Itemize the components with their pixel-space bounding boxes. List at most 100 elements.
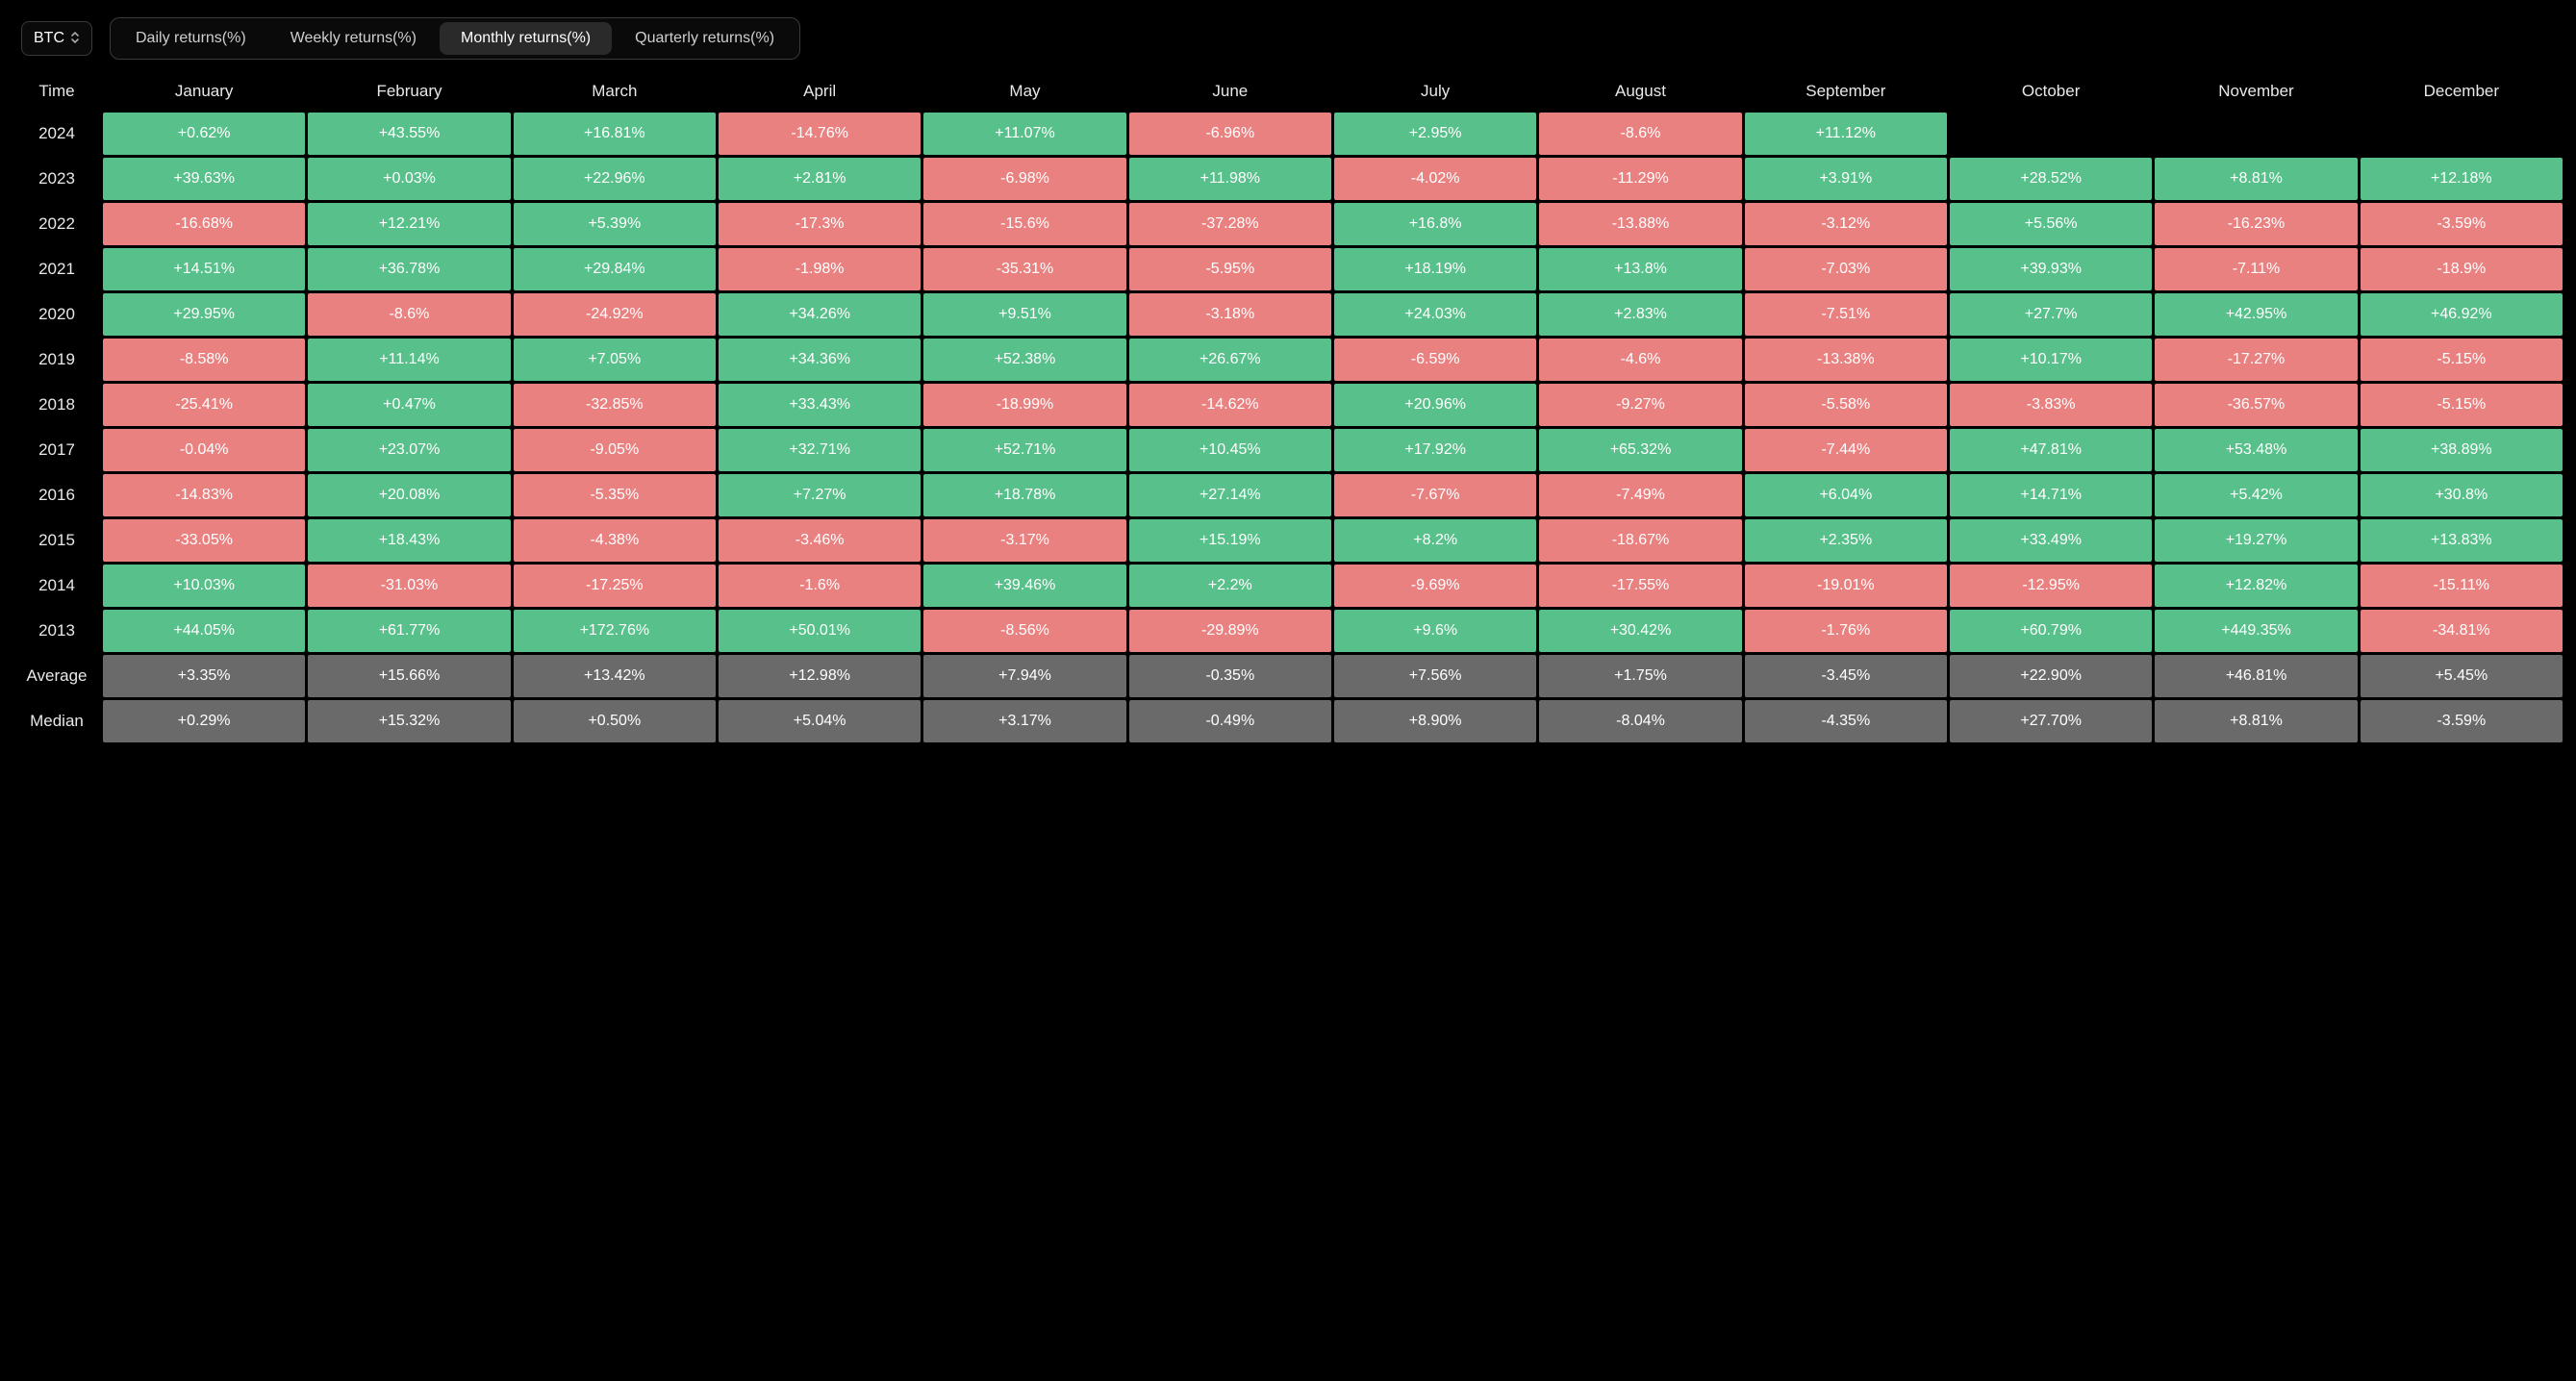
cell-2017-august: +65.32% (1539, 429, 1741, 471)
cell-average-february: +15.66% (308, 655, 510, 697)
cell-2017-july: +17.92% (1334, 429, 1536, 471)
cell-2013-november: +449.35% (2155, 610, 2357, 652)
cell-2015-september: +2.35% (1745, 519, 1947, 562)
cell-2020-november: +42.95% (2155, 293, 2357, 336)
cell-2014-august: -17.55% (1539, 565, 1741, 607)
cell-2021-may: -35.31% (923, 248, 1125, 290)
cell-2020-may: +9.51% (923, 293, 1125, 336)
cell-2022-january: -16.68% (103, 203, 305, 245)
cell-2018-january: -25.41% (103, 384, 305, 426)
cell-2016-february: +20.08% (308, 474, 510, 516)
cell-2015-march: -4.38% (514, 519, 716, 562)
cell-2024-february: +43.55% (308, 113, 510, 155)
cell-2020-august: +2.83% (1539, 293, 1741, 336)
cell-2019-may: +52.38% (923, 339, 1125, 381)
cell-2020-january: +29.95% (103, 293, 305, 336)
cell-median-may: +3.17% (923, 700, 1125, 742)
tab-daily-returns[interactable]: Daily returns(%) (114, 22, 267, 55)
cell-2023-january: +39.63% (103, 158, 305, 200)
cell-2015-august: -18.67% (1539, 519, 1741, 562)
cell-2015-january: -33.05% (103, 519, 305, 562)
cell-2014-april: -1.6% (719, 565, 921, 607)
chevron-updown-icon (70, 31, 80, 47)
cell-2017-february: +23.07% (308, 429, 510, 471)
cell-2014-october: -12.95% (1950, 565, 2152, 607)
row-label-2020: 2020 (13, 293, 100, 336)
cell-2021-october: +39.93% (1950, 248, 2152, 290)
row-label-median: Median (13, 700, 100, 742)
row-label-2015: 2015 (13, 519, 100, 562)
cell-average-december: +5.45% (2361, 655, 2563, 697)
cell-average-october: +22.90% (1950, 655, 2152, 697)
cell-2016-august: -7.49% (1539, 474, 1741, 516)
cell-2016-june: +27.14% (1129, 474, 1331, 516)
cell-2024-august: -8.6% (1539, 113, 1741, 155)
cell-2024-december (2361, 113, 2563, 155)
cell-2018-april: +33.43% (719, 384, 921, 426)
cell-2016-september: +6.04% (1745, 474, 1947, 516)
tab-weekly-returns[interactable]: Weekly returns(%) (269, 22, 438, 55)
cell-2021-january: +14.51% (103, 248, 305, 290)
cell-2021-december: -18.9% (2361, 248, 2563, 290)
cell-2021-november: -7.11% (2155, 248, 2357, 290)
cell-2016-april: +7.27% (719, 474, 921, 516)
cell-2019-june: +26.67% (1129, 339, 1331, 381)
cell-2023-november: +8.81% (2155, 158, 2357, 200)
cell-median-september: -4.35% (1745, 700, 1947, 742)
row-label-2017: 2017 (13, 429, 100, 471)
cell-2013-september: -1.76% (1745, 610, 1947, 652)
cell-median-february: +15.32% (308, 700, 510, 742)
returns-frequency-tabs: Daily returns(%)Weekly returns(%)Monthly… (110, 17, 800, 60)
cell-2016-october: +14.71% (1950, 474, 2152, 516)
cell-median-july: +8.90% (1334, 700, 1536, 742)
cell-average-september: -3.45% (1745, 655, 1947, 697)
cell-2017-may: +52.71% (923, 429, 1125, 471)
cell-2023-december: +12.18% (2361, 158, 2563, 200)
tab-monthly-returns[interactable]: Monthly returns(%) (440, 22, 612, 55)
cell-median-november: +8.81% (2155, 700, 2357, 742)
cell-2019-august: -4.6% (1539, 339, 1741, 381)
cell-2021-july: +18.19% (1334, 248, 1536, 290)
cell-2024-may: +11.07% (923, 113, 1125, 155)
cell-2017-april: +32.71% (719, 429, 921, 471)
cell-2014-january: +10.03% (103, 565, 305, 607)
cell-2023-october: +28.52% (1950, 158, 2152, 200)
cell-2016-december: +30.8% (2361, 474, 2563, 516)
cell-2018-november: -36.57% (2155, 384, 2357, 426)
asset-select[interactable]: BTC (21, 21, 92, 56)
cell-2022-august: -13.88% (1539, 203, 1741, 245)
cell-2015-october: +33.49% (1950, 519, 2152, 562)
cell-2018-october: -3.83% (1950, 384, 2152, 426)
cell-2024-june: -6.96% (1129, 113, 1331, 155)
top-bar: BTC Daily returns(%)Weekly returns(%)Mon… (13, 17, 2563, 60)
cell-2014-december: -15.11% (2361, 565, 2563, 607)
cell-2016-march: -5.35% (514, 474, 716, 516)
row-label-2023: 2023 (13, 158, 100, 200)
cell-2017-september: -7.44% (1745, 429, 1947, 471)
cell-2017-january: -0.04% (103, 429, 305, 471)
cell-2018-july: +20.96% (1334, 384, 1536, 426)
cell-2021-february: +36.78% (308, 248, 510, 290)
cell-2024-april: -14.76% (719, 113, 921, 155)
cell-2013-december: -34.81% (2361, 610, 2563, 652)
cell-2023-july: -4.02% (1334, 158, 1536, 200)
cell-average-may: +7.94% (923, 655, 1125, 697)
cell-2021-august: +13.8% (1539, 248, 1741, 290)
cell-2023-march: +22.96% (514, 158, 716, 200)
row-label-2021: 2021 (13, 248, 100, 290)
cell-2013-may: -8.56% (923, 610, 1125, 652)
cell-median-april: +5.04% (719, 700, 921, 742)
column-header-december: December (2361, 73, 2563, 110)
cell-2013-january: +44.05% (103, 610, 305, 652)
cell-2018-february: +0.47% (308, 384, 510, 426)
cell-2014-march: -17.25% (514, 565, 716, 607)
cell-2020-july: +24.03% (1334, 293, 1536, 336)
cell-2013-april: +50.01% (719, 610, 921, 652)
tab-quarterly-returns[interactable]: Quarterly returns(%) (614, 22, 796, 55)
cell-2015-november: +19.27% (2155, 519, 2357, 562)
cell-2013-july: +9.6% (1334, 610, 1536, 652)
cell-2014-may: +39.46% (923, 565, 1125, 607)
row-label-2018: 2018 (13, 384, 100, 426)
column-header-august: August (1539, 73, 1741, 110)
cell-2017-december: +38.89% (2361, 429, 2563, 471)
